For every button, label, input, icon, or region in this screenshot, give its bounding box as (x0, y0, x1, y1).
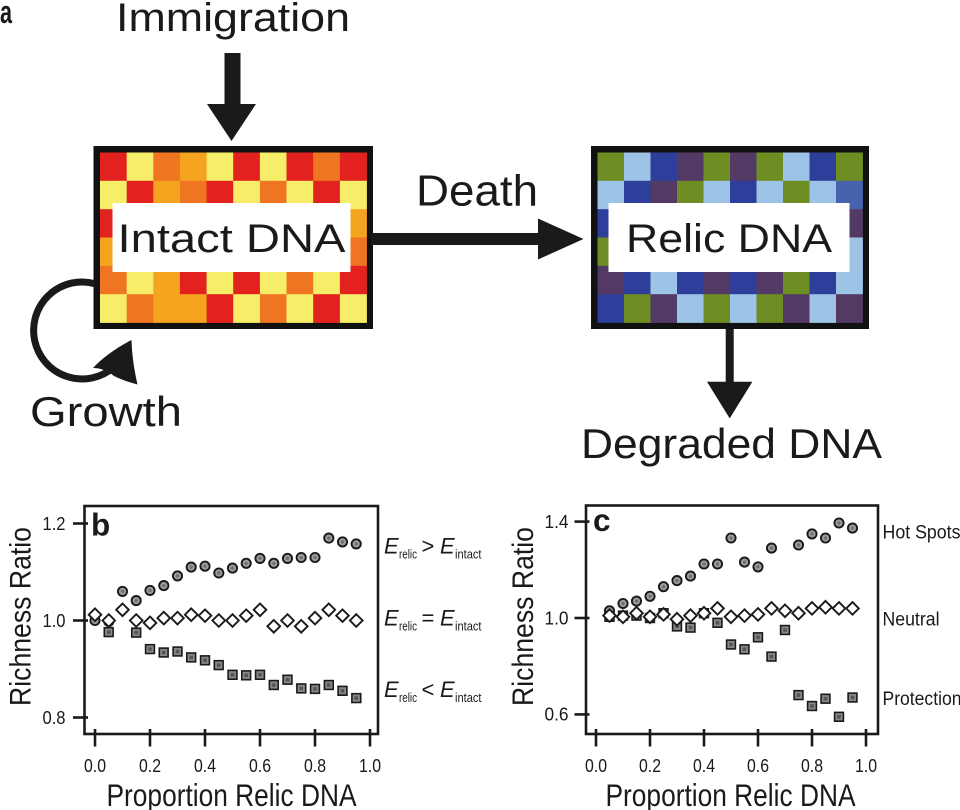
svg-text:0.6: 0.6 (249, 755, 271, 776)
svg-text:=: = (422, 606, 435, 631)
svg-text:0.2: 0.2 (639, 755, 661, 776)
svg-text:relic: relic (399, 547, 417, 562)
svg-text:0.8: 0.8 (304, 755, 326, 776)
svg-text:E: E (440, 677, 455, 702)
svg-text:E: E (384, 534, 399, 559)
svg-text:Neutral: Neutral (883, 610, 940, 631)
svg-text:1.2: 1.2 (43, 513, 66, 534)
svg-text:relic: relic (399, 690, 417, 705)
svg-text:Proportion Relic DNA: Proportion Relic DNA (606, 777, 856, 810)
svg-text:a: a (0, 0, 12, 30)
svg-text:b: b (91, 507, 110, 543)
svg-text:Proportion Relic DNA: Proportion Relic DNA (107, 777, 357, 810)
svg-text:E: E (440, 606, 455, 631)
svg-text:1.0: 1.0 (855, 755, 877, 776)
svg-text:1.0: 1.0 (545, 607, 569, 628)
svg-text:Degraded DNA: Degraded DNA (581, 420, 882, 467)
svg-text:1.0: 1.0 (43, 610, 66, 631)
svg-text:0.0: 0.0 (585, 755, 607, 776)
svg-text:Immigration: Immigration (116, 0, 350, 40)
svg-text:Hot Spots: Hot Spots (883, 523, 960, 544)
svg-text:Growth: Growth (30, 388, 182, 435)
svg-text:intact: intact (455, 619, 482, 634)
svg-text:Death: Death (416, 167, 538, 216)
svg-text:E: E (440, 534, 455, 559)
svg-text:Intact DNA: Intact DNA (118, 217, 346, 261)
svg-text:0.4: 0.4 (194, 755, 216, 776)
svg-text:0.6: 0.6 (545, 704, 569, 725)
svg-text:0.8: 0.8 (801, 755, 823, 776)
svg-text:0.4: 0.4 (693, 755, 715, 776)
svg-text:intact: intact (455, 690, 482, 705)
svg-text:0.2: 0.2 (139, 755, 161, 776)
svg-text:Richness Ratio: Richness Ratio (507, 527, 540, 706)
svg-text:relic: relic (399, 619, 417, 634)
svg-text:Richness Ratio: Richness Ratio (5, 527, 38, 706)
svg-text:Relic DNA: Relic DNA (626, 217, 832, 261)
svg-text:1.0: 1.0 (359, 755, 381, 776)
svg-text:0.6: 0.6 (747, 755, 769, 776)
svg-text:E: E (384, 677, 399, 702)
svg-text:Protection: Protection (883, 689, 960, 710)
svg-text:<: < (422, 677, 435, 702)
svg-text:1.4: 1.4 (545, 511, 569, 532)
svg-text:0.0: 0.0 (84, 755, 106, 776)
svg-text:E: E (384, 606, 399, 631)
svg-text:0.8: 0.8 (43, 707, 66, 728)
svg-text:intact: intact (455, 547, 482, 562)
svg-text:>: > (422, 534, 435, 559)
svg-text:c: c (593, 502, 611, 538)
